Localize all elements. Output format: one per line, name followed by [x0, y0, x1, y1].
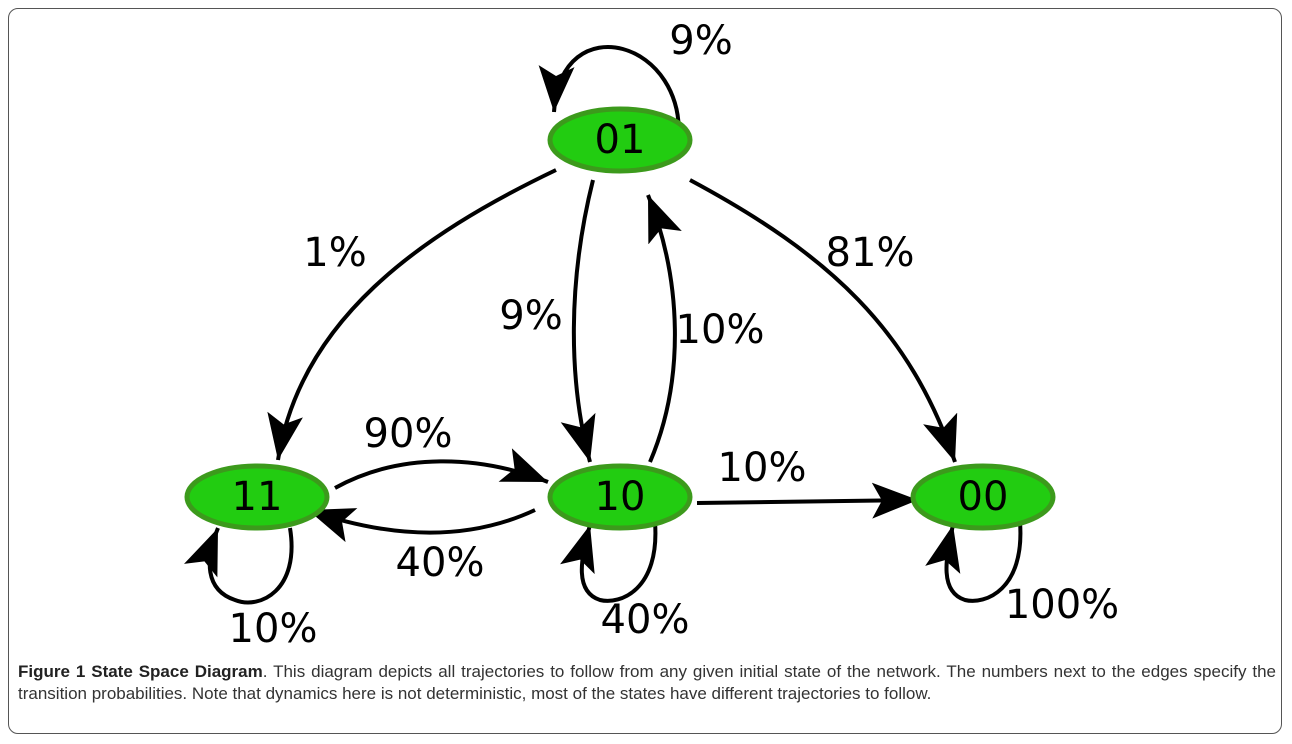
edge-label: 10% [676, 307, 765, 353]
node [184, 463, 330, 531]
edge [334, 448, 549, 490]
edge-label: 9% [499, 293, 562, 339]
edge [560, 521, 658, 603]
edge-label: 10% [718, 445, 807, 491]
edge-label: 40% [396, 540, 485, 586]
edge [267, 168, 557, 461]
edge-label: 9% [669, 18, 732, 64]
node-label: 00 [958, 474, 1009, 520]
edge-label: 81% [826, 230, 915, 276]
edge [925, 521, 1023, 603]
edge [689, 178, 958, 463]
edge-label: 100% [1005, 582, 1119, 628]
edge [696, 482, 919, 519]
edge-label: 40% [601, 597, 690, 643]
edge-label: 90% [364, 411, 453, 457]
caption: Figure 1 State Space Diagram. This diagr… [18, 661, 1276, 705]
node-label: 10 [595, 474, 646, 520]
node-label: 11 [232, 474, 283, 520]
caption-text: . This diagram depicts all trajectories … [18, 662, 1276, 703]
node [910, 463, 1056, 531]
edge [646, 194, 682, 463]
node [547, 463, 693, 531]
edge [560, 179, 596, 463]
edge-label: 1% [303, 230, 366, 276]
diagram: 01 11 10 00 9% 1% 81% 9% 10% 90% 10% 40%… [184, 18, 1119, 652]
edge [307, 508, 536, 543]
node-label: 01 [595, 117, 646, 163]
figure-frame [8, 8, 1282, 734]
node [547, 106, 693, 174]
edge-label: 10% [229, 606, 318, 652]
caption-title: Figure 1 State Space Diagram [18, 662, 263, 681]
edge [538, 44, 681, 146]
edge [184, 527, 294, 605]
